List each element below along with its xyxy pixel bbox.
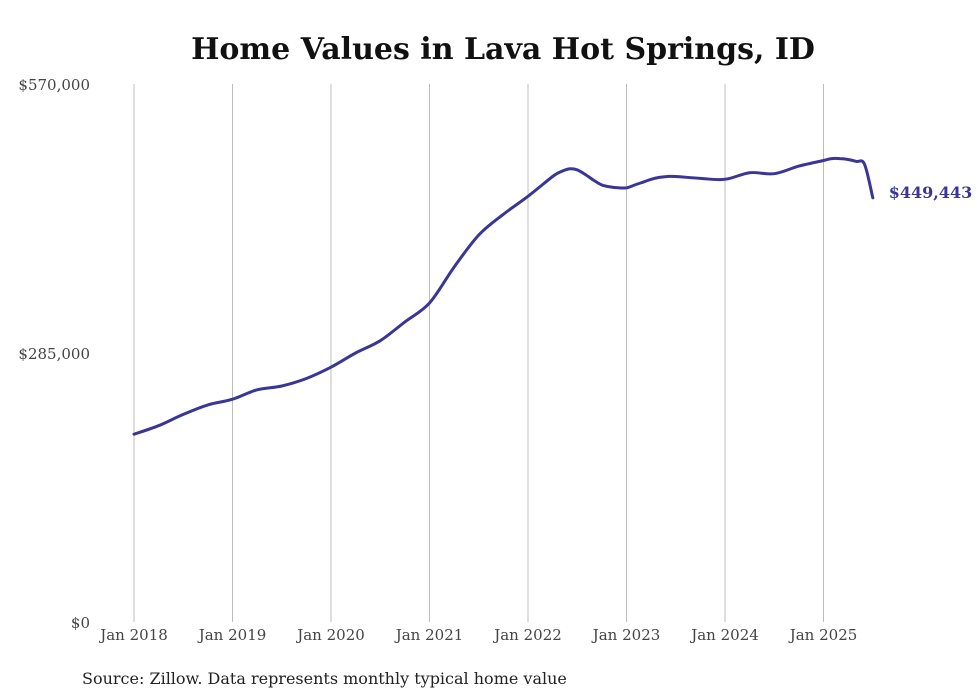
x-tick-label: Jan 2021: [394, 626, 464, 644]
y-tick-label: $0: [71, 614, 90, 632]
series-layer: $449,443: [132, 156, 973, 436]
x-tick-label: Jan 2019: [197, 626, 267, 644]
x-tick-label: Jan 2018: [98, 626, 168, 644]
x-tick-label: Jan 2020: [295, 626, 365, 644]
x-tick-label: Jan 2025: [788, 626, 858, 644]
series-end-label: $449,443: [889, 183, 973, 202]
y-tick-label: $570,000: [18, 76, 90, 94]
source-note: Source: Zillow. Data represents monthly …: [82, 669, 567, 688]
y-axis-ticks: $0 $285,000 $570,000: [18, 76, 90, 632]
chart-title: Home Values in Lava Hot Springs, ID: [191, 32, 815, 67]
x-tick-label: Jan 2022: [492, 626, 562, 644]
x-axis-ticks: Jan 2018 Jan 2019 Jan 2020 Jan 2021 Jan 2022…: [98, 626, 857, 644]
series-line: [132, 156, 875, 436]
grid-layer: [133, 84, 824, 622]
x-tick-label: Jan 2023: [591, 626, 661, 644]
y-tick-label: $285,000: [18, 345, 90, 363]
x-tick-label: Jan 2024: [689, 626, 759, 644]
